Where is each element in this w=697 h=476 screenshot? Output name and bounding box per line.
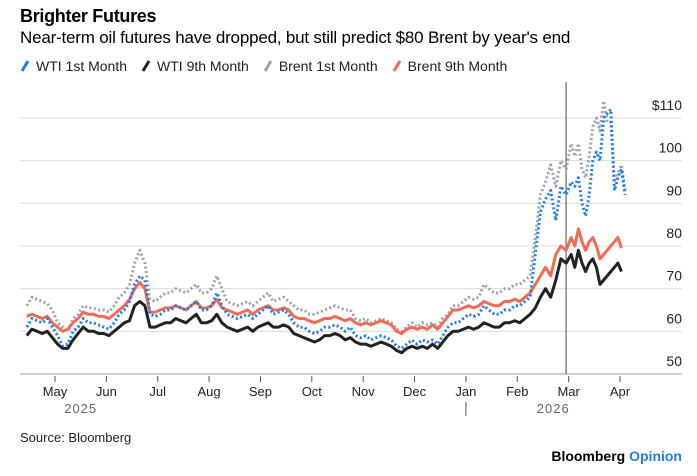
legend: WTI 1st Month WTI 9th Month Brent 1st Mo…	[20, 58, 507, 74]
legend-label: WTI 1st Month	[36, 58, 128, 74]
legend-item-wti-1st: WTI 1st Month	[20, 58, 127, 74]
y-tick-label: 70	[666, 268, 682, 284]
legend-item-brent-1st: Brent 1st Month	[263, 58, 378, 74]
brand-logo: Bloomberg Opinion	[551, 448, 682, 464]
x-tick-label: Nov	[352, 384, 376, 399]
y-tick-label: $110	[652, 97, 682, 113]
legend-swatch-icon	[141, 59, 151, 73]
series-line-brent-1st-month	[25, 99, 627, 333]
legend-label: Brent 9th Month	[407, 58, 508, 74]
series-lines	[25, 99, 627, 355]
y-tick-label: 100	[659, 140, 683, 156]
x-tick-label: Oct	[302, 384, 323, 399]
series-line-brent-9th-month	[26, 227, 623, 335]
legend-label: WTI 9th Month	[157, 58, 249, 74]
gridlines	[20, 117, 682, 375]
x-tick-label: Apr	[610, 384, 631, 399]
x-tick-label: Feb	[506, 384, 528, 399]
x-tick-label: Aug	[198, 384, 221, 399]
y-axis: 50 60 70 80 90 100 $110	[652, 97, 682, 369]
y-tick-label: 60	[666, 310, 682, 326]
y-tick-label: 50	[666, 353, 682, 369]
x-tick-label: Jun	[96, 384, 117, 399]
series-line-wti-9th-month	[25, 248, 623, 355]
legend-item-wti-9th: WTI 9th Month	[141, 58, 249, 74]
legend-item-brent-9th: Brent 9th Month	[392, 58, 508, 74]
year-label: 2025	[64, 401, 97, 416]
y-tick-label: 90	[666, 182, 682, 198]
x-tick-label: May	[43, 384, 68, 399]
brand-name: Bloomberg	[551, 448, 626, 464]
x-tick-label: Jan	[455, 384, 476, 399]
chart-title: Brighter Futures	[20, 6, 157, 26]
legend-swatch-icon	[392, 59, 402, 73]
brand-suffix: Opinion	[629, 448, 682, 464]
legend-label: Brent 1st Month	[278, 58, 378, 74]
series-line-wti-1st-month	[25, 108, 627, 350]
source-note: Source: Bloomberg	[20, 430, 132, 445]
x-tick-label: Mar	[557, 384, 580, 399]
x-axis: May Jun Jul Aug Sep Oct Nov Dec Jan Feb Mar Apr 2025…	[43, 82, 631, 416]
legend-swatch-icon	[263, 59, 273, 73]
y-tick-label: 80	[666, 225, 682, 241]
chart-subtitle: Near-term oil futures have dropped, but …	[20, 28, 571, 47]
x-tick-label: Jul	[149, 384, 166, 399]
year-label: 2026	[537, 401, 570, 416]
x-tick-label: Dec	[403, 384, 427, 399]
legend-swatch-icon	[20, 59, 30, 73]
x-tick-label: Sep	[249, 384, 272, 399]
